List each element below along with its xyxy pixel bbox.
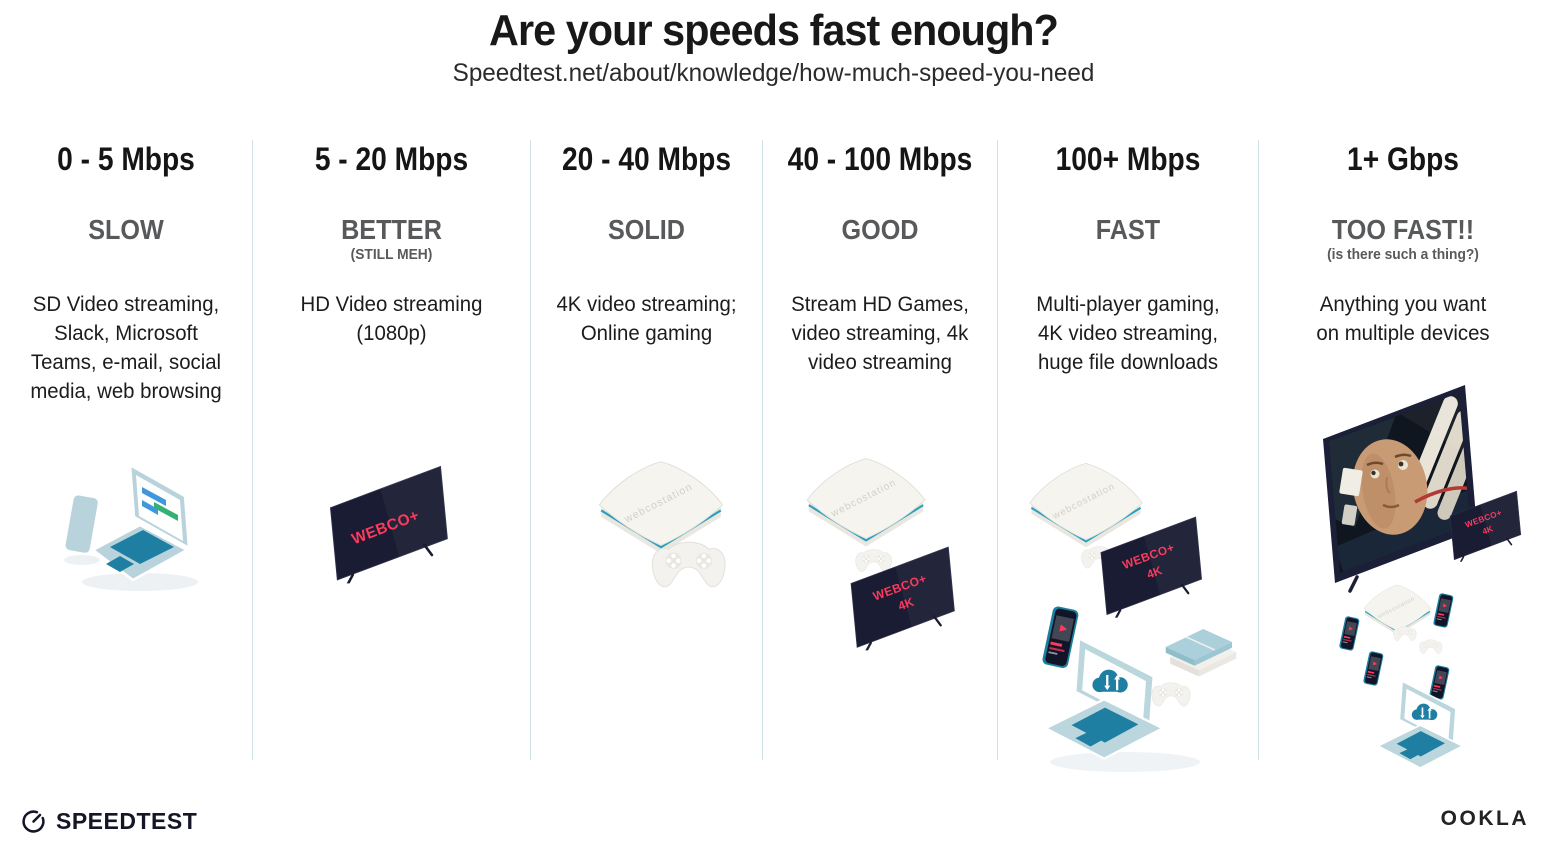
chat-bubbles-icon — [142, 487, 178, 521]
game-controller — [1419, 639, 1443, 654]
speed-range: 1+ Gbps — [1347, 141, 1459, 177]
description: Multi-player gaming, 4K video streaming,… — [1036, 293, 1220, 374]
astronaut-movie-scene — [1329, 393, 1470, 573]
tv-4k-text: 4K — [1145, 563, 1164, 581]
tv-4k-text: 4K — [896, 595, 916, 614]
column-20-40-mbps: 20 - 40 Mbps SOLID 4K video streaming; O… — [531, 140, 763, 760]
column-5-20-mbps: 5 - 20 Mbps BETTER (STILL MEH) HD Video … — [253, 140, 531, 760]
game-controller — [651, 541, 726, 588]
rating-label: GOOD — [841, 214, 919, 245]
rating-label: BETTER — [341, 214, 442, 245]
rating-note: (STILL MEH) — [350, 246, 433, 263]
shadow — [1050, 752, 1200, 772]
movie-tv — [1323, 385, 1477, 593]
hd-tv-illustration: WEBCO+ — [329, 465, 449, 584]
shadow — [82, 573, 198, 591]
video-phone — [1041, 605, 1080, 669]
video-phone — [1362, 650, 1384, 687]
game-controller — [1393, 626, 1417, 641]
game-console: webcostation — [598, 460, 724, 555]
rating-label: SLOW — [88, 214, 164, 245]
console-and-4k-tv-illustration: webcostation WEBCO+ 4K — [805, 457, 956, 651]
description: 4K video streaming; Online gaming — [556, 293, 737, 345]
page-title: Are your speeds fast enough? — [489, 6, 1059, 55]
download-laptop — [1377, 680, 1464, 769]
game-controller — [1151, 682, 1191, 707]
rating-label: FAST — [1095, 214, 1161, 245]
game-console: webcostation — [1028, 462, 1144, 549]
speedtest-wordmark: SPEEDTEST — [56, 808, 198, 834]
rating-label: SOLID — [607, 214, 686, 245]
tv: WEBCO+ — [329, 465, 449, 584]
video-phone — [1338, 615, 1360, 652]
column-40-100-mbps: 40 - 100 Mbps GOOD Stream HD Games, vide… — [763, 140, 998, 760]
console-controller-illustration: webcostation — [598, 460, 726, 588]
multi-device-illustration: webcostation WEBCO+ 4K — [1028, 462, 1238, 772]
tv-4k-text: 4K — [1481, 523, 1494, 536]
4k-tv: WEBCO+ 4K — [849, 545, 956, 651]
4k-tv: WEBCO+ 4K — [1099, 515, 1203, 618]
everything-devices-illustration: WEBCO+ 4K webcostation — [1323, 385, 1522, 769]
speed-range: 40 - 100 Mbps — [787, 141, 973, 177]
speedtest-gauge-icon — [22, 810, 45, 833]
description: SD Video streaming, Slack, Microsoft Tea… — [30, 293, 222, 403]
phone — [63, 492, 101, 556]
column-0-5-mbps: 0 - 5 Mbps SLOW SD Video streaming, Slac… — [0, 140, 253, 760]
video-phone — [1432, 592, 1454, 629]
rating-note: (is there such a thing?) — [1327, 246, 1479, 263]
description: HD Video streaming (1080p) — [300, 293, 483, 345]
laptop-with-chat-and-phone-illustration — [63, 463, 198, 591]
column-100-plus-mbps: 100+ Mbps FAST Multi-player gaming, 4K v… — [998, 140, 1259, 772]
ookla-wordmark: OOKLA — [1440, 807, 1529, 830]
speed-range: 5 - 20 Mbps — [314, 141, 469, 177]
speed-range: 20 - 40 Mbps — [561, 141, 732, 177]
game-console: webcostation — [805, 457, 927, 548]
speedtest-logo: SPEEDTEST — [20, 808, 197, 835]
description: Stream HD Games, video streaming, 4k vid… — [791, 293, 969, 374]
slim-console — [1165, 628, 1238, 678]
game-console: webcostation — [1363, 584, 1432, 636]
header: Are your speeds fast enough? Speedtest.n… — [0, 0, 1547, 88]
page-subtitle-url: Speedtest.net/about/knowledge/how-much-s… — [452, 59, 1095, 87]
laptop — [91, 463, 191, 582]
speed-columns: 0 - 5 Mbps SLOW SD Video streaming, Slac… — [0, 140, 1547, 772]
video-phone — [1428, 664, 1450, 701]
column-1-plus-gbps: 1+ Gbps TOO FAST!! (is there such a thin… — [1259, 140, 1547, 769]
speed-range: 100+ Mbps — [1055, 141, 1201, 177]
description: Anything you want on multiple devices — [1316, 293, 1490, 345]
speed-range: 0 - 5 Mbps — [57, 141, 195, 177]
game-controller — [855, 549, 892, 572]
ookla-logo: OOKLA — [1441, 807, 1529, 831]
4k-tv: WEBCO+ 4K — [1449, 490, 1522, 562]
rating-label: TOO FAST!! — [1331, 214, 1475, 245]
